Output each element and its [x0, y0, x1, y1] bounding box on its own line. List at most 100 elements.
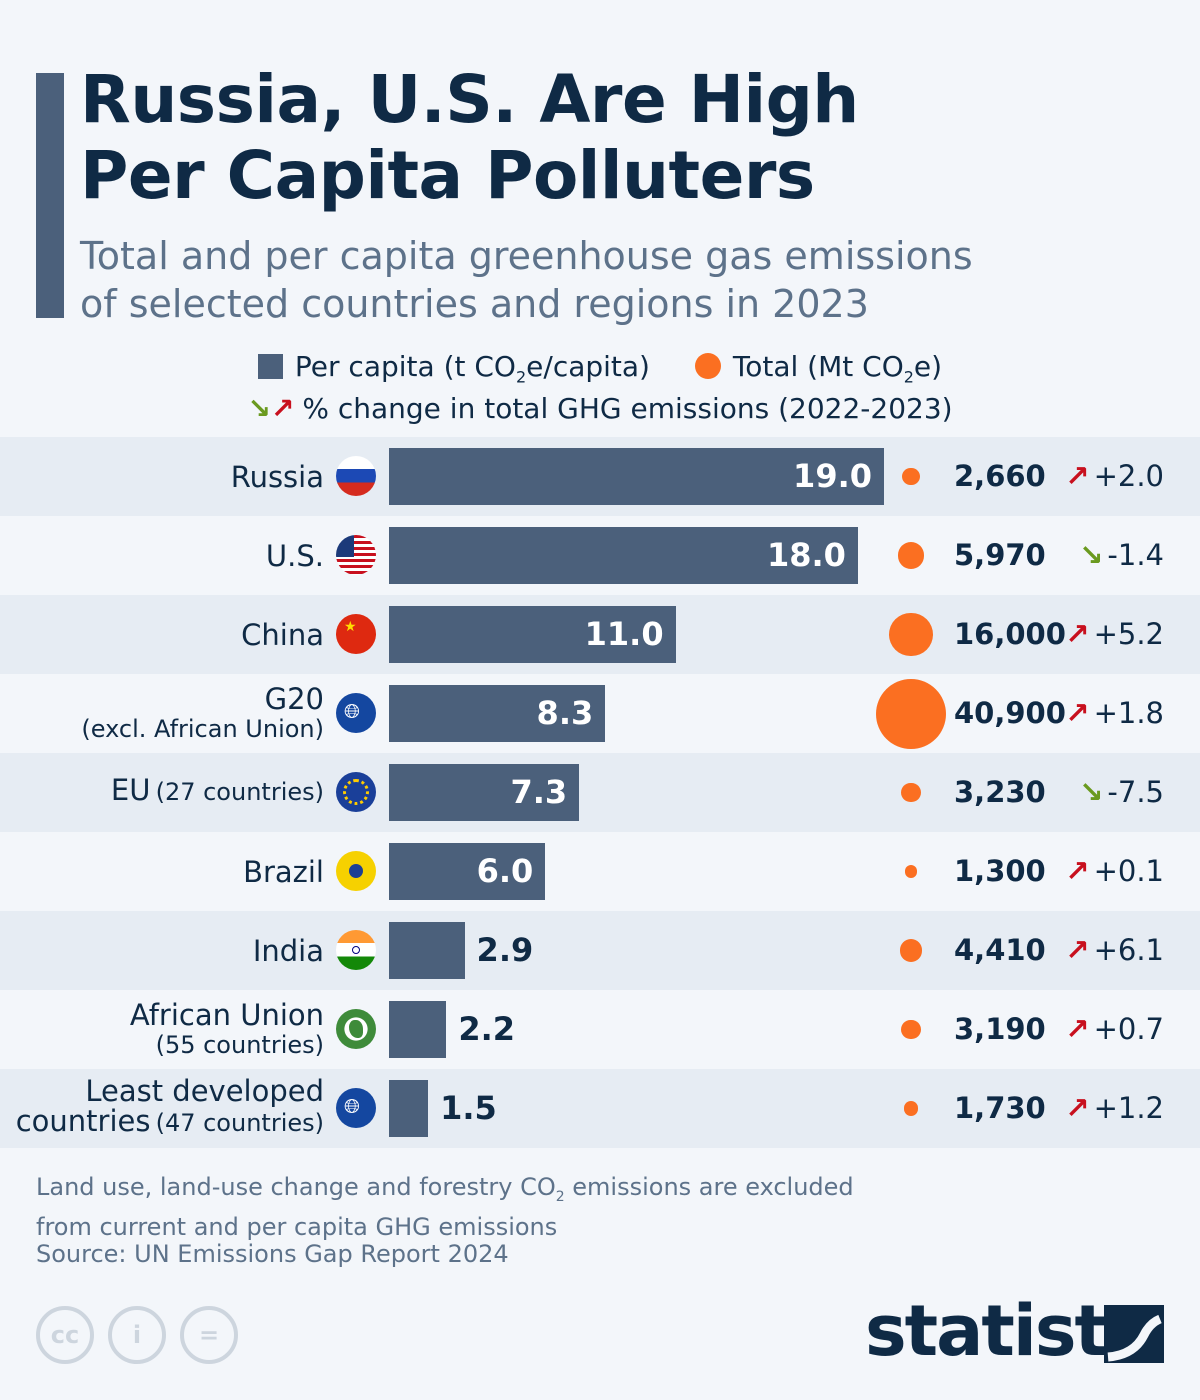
per-capita-bar: [389, 606, 676, 663]
flag-india-icon: [336, 930, 376, 970]
arrow-up-icon: ↗: [1065, 617, 1090, 651]
arrow-up-icon: ↗: [1065, 696, 1090, 730]
total-bubble: [903, 1101, 919, 1116]
per-capita-bar: [389, 764, 580, 821]
statista-logo-mark: [1104, 1305, 1164, 1363]
legend-change: ↘↗% change in total GHG emissions (2022-…: [0, 392, 1200, 425]
total-value: 3,230: [954, 775, 1046, 809]
total-bubble: [902, 467, 920, 486]
row-label: Least developed countries (47 countries): [15, 1074, 324, 1138]
per-capita-value: 19.0: [793, 457, 872, 495]
change-value: ↗ +0.1: [1065, 854, 1164, 888]
footnote: Land use, land-use change and forestry C…: [36, 1173, 854, 1241]
cc-icon[interactable]: cc: [36, 1306, 94, 1364]
flag-globe-icon: 🌐︎: [336, 1088, 376, 1128]
row-label: U.S.: [265, 538, 324, 573]
total-value: 5,970: [954, 538, 1046, 572]
total-value: 1,730: [954, 1091, 1046, 1125]
flag-brazil-icon: [336, 851, 376, 891]
per-capita-value: 2.2: [458, 1010, 515, 1048]
legend: Per capita (t CO2e/capita) Total (Mt CO2…: [0, 350, 1200, 387]
row-india: India 2.9 4,410 ↗ +6.1: [0, 911, 1200, 990]
per-capita-swatch: [257, 354, 283, 379]
subtitle-line-1: Total and per capita greenhouse gas emis…: [80, 234, 973, 278]
row-label: Russia: [230, 459, 324, 494]
total-value: 1,300: [954, 854, 1046, 888]
flag-russia-icon: [336, 456, 376, 496]
row-u-s-: U.S. 18.0 5,970 ↘ -1.4: [0, 516, 1200, 595]
per-capita-bar: [389, 527, 858, 584]
change-value: ↘ -7.5: [1079, 775, 1164, 809]
arrow-up-icon: ↗: [1065, 1012, 1090, 1046]
per-capita-value: 2.9: [476, 931, 534, 969]
legend-total: Total (Mt CO2e): [732, 350, 943, 387]
per-capita-value: 7.3: [510, 773, 568, 811]
title-line-2: Per Capita Polluters: [80, 137, 815, 214]
row-label: India: [252, 933, 324, 968]
subtitle-line-2: of selected countries and regions in 202…: [80, 282, 869, 326]
row-african-union: African Union (55 countries) 2.2 3,190 ↗ +0.7: [0, 990, 1200, 1069]
chart-title: Russia, U.S. Are High Per Capita Polluter…: [80, 62, 859, 214]
arrow-up-icon: ↗: [270, 392, 295, 425]
per-capita-value: 8.3: [536, 694, 594, 732]
arrow-up-icon: ↗: [1065, 933, 1090, 967]
arrow-up-icon: ↗: [1065, 1091, 1090, 1125]
arrow-down-icon: ↘: [247, 392, 271, 425]
total-bubble: [899, 939, 923, 962]
flag-globe-icon: 🌐︎: [336, 693, 376, 733]
total-value: 16,000: [954, 617, 1066, 651]
change-value: ↘ -1.4: [1079, 538, 1164, 572]
per-capita-value: 6.0: [476, 852, 534, 890]
row-label: China: [241, 617, 324, 652]
total-value: 40,900: [954, 696, 1066, 730]
total-value: 4,410: [954, 933, 1046, 967]
row-least-developed: Least developed countries (47 countries) 🌐…: [0, 1069, 1200, 1148]
row-eu: EU (27 countries) 7.3 3,230 ↘ -7.5: [0, 753, 1200, 832]
row-label: African Union (55 countries): [129, 997, 324, 1059]
attribution-icon[interactable]: i: [108, 1306, 166, 1364]
total-bubble: [897, 542, 925, 569]
row-china: China ★ 11.0 16,000 ↗ +5.2: [0, 595, 1200, 674]
per-capita-bar: [389, 685, 606, 742]
row-g20: G20 (excl. African Union) 🌐︎ 8.3 40,900 ↗ +1.8: [0, 674, 1200, 753]
flag-eu-icon: [336, 772, 376, 812]
change-value: ↗ +5.2: [1065, 617, 1164, 651]
legend-change-label: % change in total GHG emissions (2022-20…: [302, 392, 953, 425]
no-derivatives-icon[interactable]: =: [180, 1306, 238, 1364]
total-bubble: [889, 612, 933, 657]
row-label: EU (27 countries): [110, 773, 324, 807]
per-capita-bar: [389, 922, 465, 979]
per-capita-value: 1.5: [440, 1089, 497, 1127]
row-label: Brazil: [243, 854, 324, 889]
flag-usa-icon: [336, 535, 376, 575]
title-accent-bar: [36, 73, 64, 318]
total-bubble: [901, 1019, 921, 1040]
flag-au-icon: [336, 1009, 376, 1049]
arrow-down-icon: ↘: [1079, 775, 1104, 809]
total-swatch: [694, 353, 721, 379]
change-value: ↗ +0.7: [1065, 1012, 1164, 1046]
total-bubble: [904, 865, 918, 878]
change-value: ↗ +1.2: [1065, 1091, 1164, 1125]
row-brazil: Brazil 6.0 1,300 ↗ +0.1: [0, 832, 1200, 911]
change-value: ↗ +2.0: [1065, 459, 1164, 493]
arrow-up-icon: ↗: [1065, 854, 1090, 888]
per-capita-bar: [389, 1080, 429, 1137]
total-bubble: [901, 782, 921, 803]
change-value: ↗ +1.8: [1065, 696, 1164, 730]
title-line-1: Russia, U.S. Are High: [80, 61, 859, 138]
per-capita-value: 11.0: [584, 615, 664, 653]
arrow-down-icon: ↘: [1079, 538, 1104, 572]
chart-subtitle: Total and per capita greenhouse gas emis…: [80, 232, 973, 328]
legend-per-capita: Per capita (t CO2e/capita): [294, 350, 650, 387]
source: Source: UN Emissions Gap Report 2024: [36, 1240, 509, 1268]
flag-china-icon: ★: [336, 614, 376, 654]
arrow-up-icon: ↗: [1065, 459, 1090, 493]
change-value: ↗ +6.1: [1065, 933, 1164, 967]
row-label: G20 (excl. African Union): [81, 681, 324, 743]
per-capita-bar: [389, 843, 546, 900]
per-capita-value: 18.0: [766, 536, 846, 574]
per-capita-bar: [389, 1001, 447, 1058]
total-bubble: [876, 678, 946, 749]
total-value: 2,660: [954, 459, 1046, 493]
